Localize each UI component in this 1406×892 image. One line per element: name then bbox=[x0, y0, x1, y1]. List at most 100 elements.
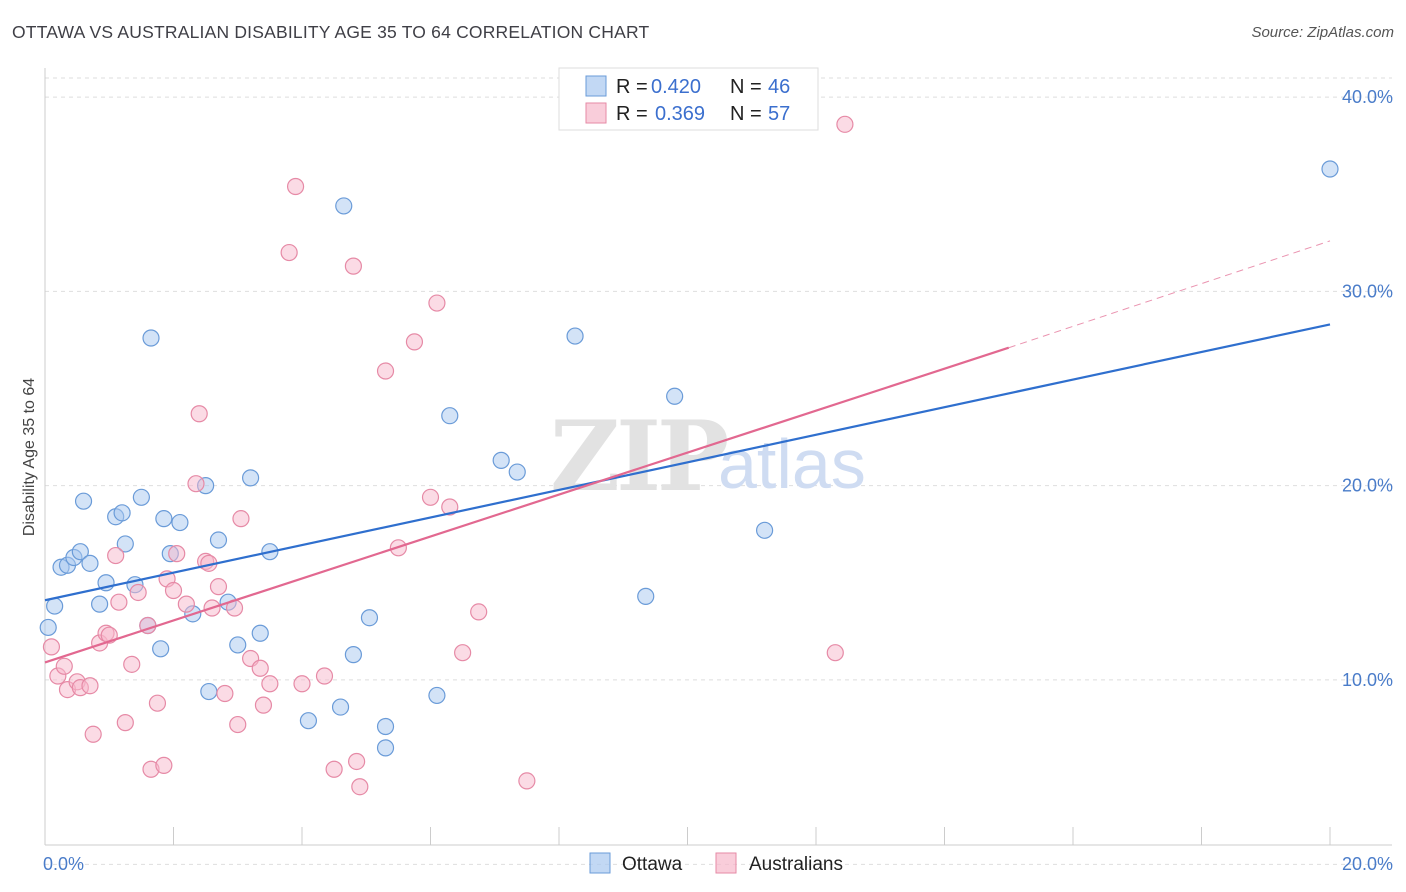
y-tick-label: 30.0% bbox=[1342, 281, 1393, 301]
point-australians bbox=[261, 675, 279, 693]
point-australians bbox=[454, 644, 472, 662]
point-australians bbox=[81, 677, 99, 695]
point-australians bbox=[405, 333, 424, 351]
point-ottawa bbox=[81, 554, 99, 572]
y-tick-labels: 10.0% 20.0% 30.0% 40.0% bbox=[1342, 87, 1393, 690]
point-ottawa bbox=[666, 387, 684, 405]
legend-n-label-ottawa: N = bbox=[730, 76, 762, 98]
point-ottawa bbox=[152, 640, 170, 658]
point-australians bbox=[348, 752, 366, 771]
point-australians bbox=[216, 684, 234, 703]
data-points bbox=[39, 115, 1339, 796]
point-australians bbox=[55, 657, 73, 675]
point-australians bbox=[826, 644, 844, 662]
point-australians bbox=[229, 715, 247, 734]
point-ottawa bbox=[171, 513, 189, 532]
bottom-legend-label-ottawa: Ottawa bbox=[622, 854, 683, 875]
point-ottawa bbox=[441, 407, 459, 425]
legend-r-value-ottawa: 0.420 bbox=[651, 76, 701, 98]
point-australians bbox=[209, 578, 228, 596]
point-australians bbox=[107, 546, 125, 565]
point-ottawa bbox=[428, 686, 446, 705]
point-australians bbox=[344, 257, 362, 275]
point-australians bbox=[470, 603, 488, 621]
point-ottawa bbox=[344, 646, 362, 664]
legend-n-value-ottawa: 46 bbox=[768, 76, 790, 98]
y-tick-label: 10.0% bbox=[1342, 670, 1393, 690]
point-australians bbox=[836, 115, 854, 133]
bottom-legend-label-australians: Australians bbox=[749, 854, 843, 875]
point-ottawa bbox=[376, 739, 395, 757]
y-tick-label: 20.0% bbox=[1342, 476, 1393, 496]
point-australians bbox=[190, 405, 208, 423]
source-label: Source: ZipAtlas.com bbox=[1251, 24, 1394, 41]
bottom-legend-swatch-australians bbox=[715, 852, 737, 874]
point-australians bbox=[315, 667, 334, 685]
point-australians bbox=[441, 498, 459, 516]
legend-r-value-australians: 0.369 bbox=[655, 103, 705, 125]
point-ottawa bbox=[39, 618, 57, 637]
point-ottawa bbox=[242, 469, 260, 487]
point-australians bbox=[84, 725, 102, 743]
point-australians bbox=[123, 655, 141, 673]
point-ottawa bbox=[508, 463, 526, 481]
point-australians bbox=[116, 714, 134, 732]
point-australians bbox=[325, 760, 343, 778]
bottom-legend: Ottawa Australians bbox=[589, 852, 843, 875]
point-australians bbox=[421, 488, 440, 506]
point-australians bbox=[155, 756, 173, 774]
legend-n-label-australians: N = bbox=[730, 103, 762, 125]
point-ottawa bbox=[331, 698, 350, 716]
point-australians bbox=[280, 243, 298, 262]
legend-r-label-ottawa: R = bbox=[616, 76, 648, 98]
trend-line-australians bbox=[44, 346, 1010, 664]
point-ottawa bbox=[360, 609, 379, 627]
point-australians bbox=[376, 362, 395, 380]
legend-swatch-australians bbox=[585, 102, 607, 124]
chart-title: OTTAWA VS AUSTRALIAN DISABILITY AGE 35 T… bbox=[12, 22, 650, 42]
point-australians bbox=[177, 595, 195, 613]
point-ottawa bbox=[200, 682, 218, 701]
y-tick-label: 40.0% bbox=[1342, 87, 1393, 107]
point-ottawa bbox=[335, 197, 353, 215]
point-ottawa bbox=[229, 636, 247, 654]
point-australians bbox=[187, 475, 205, 493]
bottom-legend-swatch-ottawa bbox=[589, 852, 611, 874]
x-tick-label-min: 0.0% bbox=[43, 854, 84, 874]
point-australians bbox=[254, 696, 273, 714]
point-ottawa bbox=[116, 535, 134, 553]
watermark-atlas: atlas bbox=[718, 425, 866, 503]
x-tick-label-max: 20.0% bbox=[1342, 854, 1393, 874]
point-australians bbox=[168, 545, 186, 563]
point-ottawa bbox=[566, 327, 584, 345]
legend-r-label-australians: R = bbox=[616, 103, 648, 125]
point-ottawa bbox=[155, 510, 173, 528]
point-australians bbox=[232, 510, 250, 528]
point-ottawa bbox=[113, 504, 131, 522]
axes bbox=[44, 68, 1392, 846]
legend-n-value-australians: 57 bbox=[768, 103, 790, 125]
point-australians bbox=[148, 694, 167, 712]
trend-lines bbox=[44, 240, 1331, 664]
point-australians bbox=[110, 593, 128, 611]
point-ottawa bbox=[1321, 160, 1339, 178]
point-australians bbox=[42, 638, 61, 656]
point-australians bbox=[164, 581, 183, 600]
point-ottawa bbox=[637, 587, 655, 605]
watermark: ZIP atlas bbox=[550, 400, 866, 513]
point-australians bbox=[428, 294, 446, 312]
point-ottawa bbox=[91, 595, 109, 613]
point-australians bbox=[129, 583, 147, 602]
point-australians bbox=[286, 177, 305, 196]
point-ottawa bbox=[376, 717, 395, 736]
point-ottawa bbox=[209, 531, 228, 549]
point-australians bbox=[293, 675, 311, 693]
legend-box: R = 0.420 N = 46 R = 0.369 N = 57 bbox=[558, 67, 819, 131]
watermark-zip: ZIP bbox=[550, 400, 727, 513]
point-ottawa bbox=[142, 329, 160, 347]
point-ottawa bbox=[71, 543, 89, 561]
y-axis-label: Disability Age 35 to 64 bbox=[21, 378, 38, 536]
point-australians bbox=[518, 772, 536, 790]
point-australians bbox=[251, 659, 269, 677]
point-australians bbox=[351, 778, 369, 796]
